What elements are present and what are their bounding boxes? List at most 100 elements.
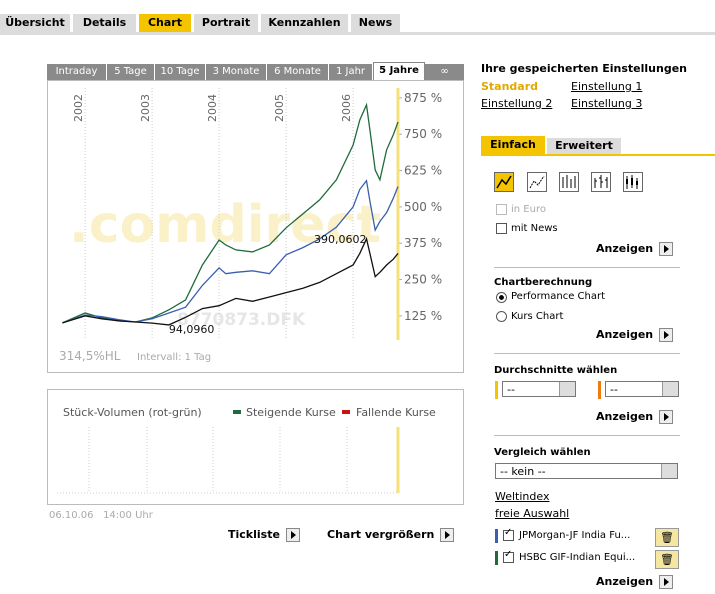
tab-rule: [481, 154, 715, 156]
chart-frame: [47, 80, 464, 373]
y-tick-label: 625 %: [404, 164, 442, 178]
period-tab[interactable]: Intraday: [47, 64, 106, 80]
button-label: Anzeigen: [596, 410, 654, 423]
separator: [494, 435, 680, 436]
link[interactable]: Einstellung 3: [571, 97, 643, 110]
period-tab[interactable]: 10 Tage: [155, 64, 205, 80]
icon[interactable]: [559, 172, 579, 192]
timestamp: 06.10.06 14:00 Uhr: [49, 510, 153, 521]
color-bar: [495, 529, 498, 543]
period-tab[interactable]: ∞: [425, 64, 464, 80]
button[interactable]: Chart vergrößern: [327, 528, 455, 542]
compare-item: JPMorgan-JF India Fu...: [519, 530, 631, 541]
x-tick-label: 2005: [273, 94, 286, 122]
legend-swatch: [342, 410, 350, 414]
y-tick-label: 750 %: [404, 127, 442, 141]
button-label: Anzeigen: [596, 575, 654, 588]
button[interactable]: Tickliste: [228, 528, 300, 542]
tab[interactable]: Erweitert: [547, 138, 621, 154]
checkbox-label: in Euro: [511, 204, 546, 215]
link[interactable]: Einstellung 2: [481, 97, 553, 110]
period-tab[interactable]: 1 Jahr: [329, 64, 372, 80]
section-title: Durchschnitte wählen: [494, 365, 618, 376]
select[interactable]: --: [605, 381, 679, 397]
tab[interactable]: News: [351, 14, 400, 32]
y-tick-label: 500 %: [404, 200, 442, 214]
period-tab-active[interactable]: 5 Jahre: [373, 62, 425, 81]
y-tick-label: 250 %: [404, 273, 442, 287]
annotation: 94,0960: [169, 323, 215, 336]
volume-frame: [47, 389, 464, 505]
checkbox-checked[interactable]: [503, 552, 514, 563]
link[interactable]: Weltindex: [495, 490, 550, 503]
radio[interactable]: [496, 311, 507, 322]
tab[interactable]: Kennzahlen: [261, 14, 348, 32]
legend-label: Fallende Kurse: [356, 406, 436, 419]
select[interactable]: --: [502, 381, 576, 397]
x-tick-label: 2006: [340, 94, 353, 122]
radio-label: Performance Chart: [511, 291, 606, 302]
button[interactable]: Anzeigen: [596, 328, 674, 342]
annotation: 390,0602: [314, 233, 367, 246]
button-label: Anzeigen: [596, 242, 654, 255]
radio-checked[interactable]: [496, 292, 507, 303]
tab-active[interactable]: Chart: [139, 14, 191, 32]
color-bar: [495, 551, 498, 565]
tab[interactable]: Details: [73, 14, 136, 32]
tab-rule: [0, 32, 715, 35]
heading: Ihre gespeicherten Einstellungen: [481, 62, 687, 75]
checkbox-checked[interactable]: [503, 530, 514, 541]
volume-grid: [57, 427, 399, 494]
volume-chart: Stück-Volumen (rot-grün) Steigende Kurse…: [47, 389, 464, 505]
button[interactable]: Anzeigen: [596, 575, 674, 589]
x-tick-label: 2004: [206, 94, 219, 122]
select[interactable]: -- kein --: [495, 463, 678, 479]
chart: .comdirect 8770873.DFK 2002 2003 2004 2005 200…: [47, 80, 464, 373]
checkbox[interactable]: [496, 223, 507, 234]
x-tick-label: 2003: [139, 94, 152, 122]
separator: [494, 267, 680, 268]
check-mark: ✓: [504, 549, 513, 560]
x-tick-label: 2002: [72, 94, 85, 122]
color-bar: [598, 381, 601, 399]
period-tab[interactable]: 6 Monate: [267, 64, 328, 80]
section-title: Chartberechnung: [494, 277, 593, 288]
radio-label: Kurs Chart: [511, 311, 564, 322]
link-active[interactable]: Standard: [481, 80, 539, 93]
chart-type-icons: [494, 172, 643, 192]
watermark-id: 8770873.DFK: [177, 310, 306, 330]
color-bar: [495, 381, 498, 399]
tab[interactable]: Portrait: [194, 14, 258, 32]
button[interactable]: Anzeigen: [596, 242, 674, 256]
period-tab[interactable]: 3 Monate: [206, 64, 266, 80]
button-label: Tickliste: [228, 528, 280, 541]
legend-label: Steigende Kurse: [246, 406, 336, 419]
y-tick-label: 125 %: [404, 309, 442, 323]
footer-label: 314,5%HL: [59, 349, 121, 363]
link[interactable]: freie Auswahl: [495, 507, 570, 520]
icon[interactable]: [527, 172, 547, 192]
tab[interactable]: Übersicht: [0, 14, 70, 32]
separator: [494, 353, 680, 354]
legend-swatch: [233, 410, 241, 414]
delete-button[interactable]: 🗑: [655, 528, 679, 547]
tab-active[interactable]: Einfach: [481, 136, 545, 154]
delete-button[interactable]: 🗑: [655, 550, 679, 569]
y-tick-label: 875 %: [404, 91, 442, 105]
series-line: [62, 236, 399, 326]
y-tick-label: 375 %: [404, 236, 442, 250]
series-line: [62, 179, 399, 324]
footer-label: Intervall: 1 Tag: [137, 352, 211, 363]
section-title: Vergleich wählen: [494, 447, 591, 458]
button-label: Anzeigen: [596, 328, 654, 341]
checkbox-label: mit News: [511, 223, 558, 234]
link[interactable]: Einstellung 1: [571, 80, 643, 93]
compare-item: HSBC GIF-Indian Equi...: [519, 552, 636, 563]
button-label: Chart vergrößern: [327, 528, 435, 541]
button[interactable]: Anzeigen: [596, 410, 674, 424]
period-tab[interactable]: 5 Tage: [107, 64, 154, 80]
checkbox-disabled: [496, 204, 507, 215]
check-mark: ✓: [504, 527, 513, 538]
volume-title: Stück-Volumen (rot-grün): [63, 406, 202, 419]
